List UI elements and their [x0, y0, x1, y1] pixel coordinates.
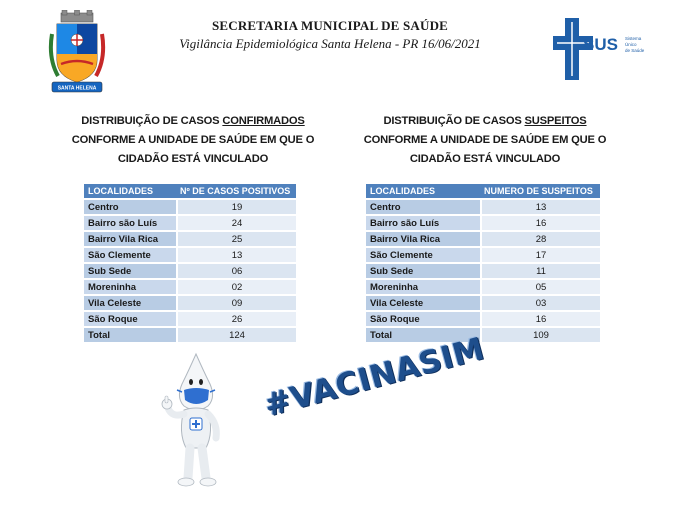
row-value: 16	[480, 312, 600, 326]
row-value: 06	[176, 264, 296, 278]
table-row: São Roque 26	[84, 312, 296, 326]
row-locality: São Roque	[366, 312, 480, 326]
row-value: 03	[480, 296, 600, 310]
table-row: Centro 13	[366, 200, 600, 214]
total-value: 109	[480, 328, 600, 342]
row-locality: Vila Celeste	[366, 296, 480, 310]
confirmed-heading-line2: CONFORME A UNIDADE DE SAÚDE EM QUE O	[71, 134, 315, 146]
vaccine-mascot-illustration	[161, 352, 220, 487]
confirmed-col-count: Nº DE CASOS POSITIVOS	[176, 184, 296, 198]
table-row: Bairro Vila Rica 25	[84, 232, 296, 246]
confirmed-heading-prefix: DISTRIBUIÇÃO DE CASOS	[81, 115, 223, 127]
vacinasim-hashtag: #VACINASIM	[260, 330, 489, 424]
sus-caption-line-2: Único	[625, 41, 637, 47]
table-row: Vila Celeste 09	[84, 296, 296, 310]
row-locality: São Roque	[84, 312, 176, 326]
page-subtitle: Vigilância Epidemiológica Santa Helena -…	[179, 36, 481, 51]
row-value: 13	[176, 248, 296, 262]
row-locality: Bairro Vila Rica	[366, 232, 480, 246]
row-value: 19	[176, 200, 296, 214]
total-label: Total	[366, 328, 480, 342]
table-row: São Clemente 13	[84, 248, 296, 262]
sus-caption-line-3: de Saúde	[625, 48, 645, 53]
row-value: 25	[176, 232, 296, 246]
row-locality: Bairro Vila Rica	[84, 232, 176, 246]
suspected-heading-line2: CONFORME A UNIDADE DE SAÚDE EM QUE O	[363, 134, 607, 146]
suspected-heading-prefix: DISTRIBUIÇÃO DE CASOS	[383, 115, 525, 127]
table-row: Bairro Vila Rica 28	[366, 232, 600, 246]
table-row: Centro 19	[84, 200, 296, 214]
table-row: Sub Sede 11	[366, 264, 600, 278]
row-value: 17	[480, 248, 600, 262]
suspected-heading-emph: SUSPEITOS	[524, 115, 587, 127]
table-row: São Clemente 17	[366, 248, 600, 262]
total-value: 124	[176, 328, 296, 342]
row-locality: São Clemente	[84, 248, 176, 262]
row-locality: Vila Celeste	[84, 296, 176, 310]
confirmed-heading-line3: CIDADÃO ESTÁ VINCULADO	[117, 153, 269, 165]
row-value: 11	[480, 264, 600, 278]
row-locality: Sub Sede	[366, 264, 480, 278]
row-locality: Moreninha	[366, 280, 480, 294]
row-locality: Centro	[366, 200, 480, 214]
row-value: 13	[480, 200, 600, 214]
table-total-row: Total 124	[84, 328, 296, 342]
table-row: São Roque 16	[366, 312, 600, 326]
row-locality: São Clemente	[366, 248, 480, 262]
table-row: Sub Sede 06	[84, 264, 296, 278]
row-locality: Sub Sede	[84, 264, 176, 278]
confirmed-heading: DISTRIBUIÇÃO DE CASOS CONFIRMADOS CONFOR…	[68, 112, 318, 169]
table-row: Bairro são Luís 24	[84, 216, 296, 230]
total-label: Total	[84, 328, 176, 342]
row-value: 28	[480, 232, 600, 246]
suspected-cases-table: LOCALIDADES NUMERO DE SUSPEITOS Centro 13…	[366, 182, 600, 344]
row-value: 16	[480, 216, 600, 230]
suspected-heading-line3: CIDADÃO ESTÁ VINCULADO	[409, 153, 561, 165]
row-value: 24	[176, 216, 296, 230]
sus-caption-line-1: Sistema	[625, 36, 642, 41]
row-value: 09	[176, 296, 296, 310]
confirmed-heading-emph: CONFIRMADOS	[222, 115, 305, 127]
row-value: 05	[480, 280, 600, 294]
table-row: Vila Celeste 03	[366, 296, 600, 310]
row-value: 02	[176, 280, 296, 294]
table-row: Bairro são Luís 16	[366, 216, 600, 230]
page-title: SECRETARIA MUNICIPAL DE SAÚDE	[211, 18, 449, 33]
confirmed-col-locality: LOCALIDADES	[84, 184, 176, 198]
suspected-col-count: NUMERO DE SUSPEITOS	[480, 184, 600, 198]
row-locality: Moreninha	[84, 280, 176, 294]
row-locality: Bairro são Luís	[84, 216, 176, 230]
table-row: Moreninha 02	[84, 280, 296, 294]
row-locality: Bairro são Luís	[366, 216, 480, 230]
suspected-heading: DISTRIBUIÇÃO DE CASOS SUSPEITOS CONFORME…	[360, 112, 610, 169]
sus-logo: SUS Sistema Único de Saúde	[553, 18, 645, 80]
suspected-col-locality: LOCALIDADES	[366, 184, 480, 198]
confirmed-cases-table: LOCALIDADES Nº DE CASOS POSITIVOS Centro…	[84, 182, 296, 344]
table-total-row: Total 109	[366, 328, 600, 342]
row-locality: Centro	[84, 200, 176, 214]
table-row: Moreninha 05	[366, 280, 600, 294]
crest-banner-text: SANTA HELENA	[58, 86, 97, 92]
sus-logo-text: SUS	[583, 35, 618, 54]
municipal-crest-logo: SANTA HELENA	[48, 10, 106, 93]
row-value: 26	[176, 312, 296, 326]
